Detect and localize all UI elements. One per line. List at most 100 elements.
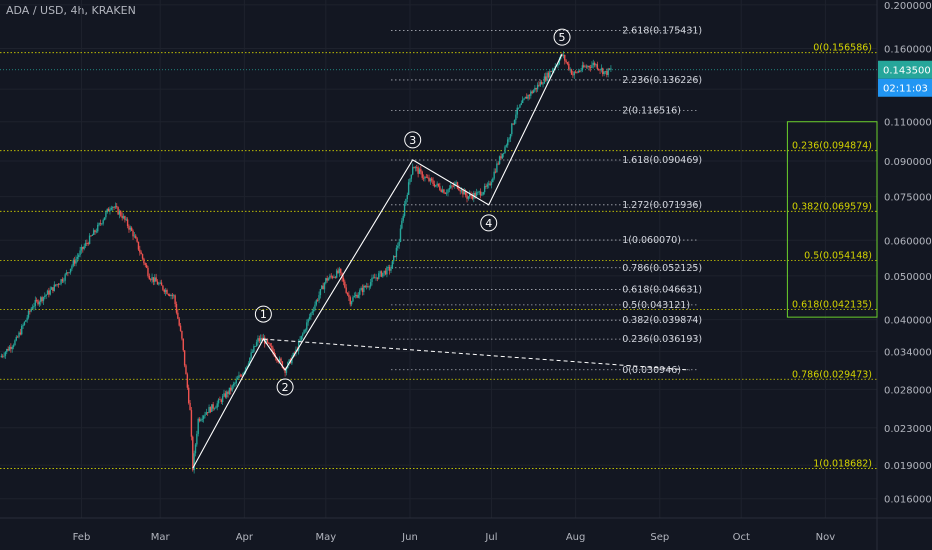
candle-body bbox=[500, 156, 502, 159]
candle-body bbox=[139, 249, 141, 253]
candle-body bbox=[607, 68, 609, 75]
candle-body bbox=[204, 414, 206, 416]
candle-body bbox=[194, 444, 197, 454]
candle-body bbox=[388, 267, 391, 271]
candle-body bbox=[508, 138, 510, 140]
x-tick-label: Mar bbox=[151, 532, 171, 543]
candle-body bbox=[88, 235, 91, 244]
candle-body bbox=[171, 295, 174, 296]
candle-body bbox=[318, 295, 320, 301]
candle-body bbox=[226, 391, 228, 398]
candle-body bbox=[387, 267, 389, 268]
x-tick-label: May bbox=[315, 532, 336, 543]
countdown-label: 02:11:03 bbox=[883, 84, 928, 95]
candle-body bbox=[375, 277, 377, 279]
candle-body bbox=[398, 241, 400, 246]
candle-body bbox=[30, 308, 32, 312]
candle-body bbox=[376, 277, 379, 279]
candle-body bbox=[80, 246, 83, 251]
candle-body bbox=[34, 300, 36, 306]
candle-body bbox=[128, 225, 130, 230]
candle-body bbox=[604, 71, 607, 72]
candle-body bbox=[410, 174, 413, 179]
candle-body bbox=[255, 342, 258, 347]
candle-body bbox=[367, 286, 369, 287]
countdown-tag bbox=[878, 78, 932, 97]
wave-label-circle bbox=[276, 378, 294, 396]
candle-body bbox=[392, 255, 395, 262]
x-tick-label: Apr bbox=[236, 532, 254, 543]
candle-body bbox=[164, 289, 167, 293]
fib-target-box bbox=[786, 121, 878, 318]
candle-body bbox=[584, 66, 586, 68]
fib-extension-label: 0(0.030946) bbox=[622, 365, 681, 376]
candle-body bbox=[531, 91, 533, 93]
candle-body bbox=[496, 163, 498, 173]
candle-body bbox=[140, 252, 142, 255]
candle-body bbox=[285, 368, 288, 373]
candle-body bbox=[459, 190, 461, 192]
candle-body bbox=[297, 341, 300, 351]
wave-label: 1 bbox=[260, 308, 267, 321]
candle-body bbox=[174, 295, 176, 305]
candle-body bbox=[143, 258, 145, 264]
candle-body bbox=[409, 178, 411, 183]
candle-body bbox=[190, 410, 193, 437]
candle-body bbox=[566, 62, 569, 64]
y-tick-label: 0.050000 bbox=[884, 272, 932, 283]
candle-body bbox=[188, 387, 190, 403]
candle-body bbox=[369, 282, 372, 287]
fib-extension-label: 2.618(0.175431) bbox=[622, 25, 702, 36]
candle-body bbox=[125, 219, 127, 221]
candle-body bbox=[57, 284, 60, 285]
candle-body bbox=[251, 351, 254, 353]
candle-body bbox=[84, 242, 87, 247]
candle-body bbox=[570, 69, 573, 75]
candle-body bbox=[227, 391, 229, 394]
fib-retracement-label: 0(0.156586) bbox=[813, 43, 872, 54]
candle-body bbox=[304, 329, 307, 331]
candle-body bbox=[330, 275, 332, 277]
candle-body bbox=[540, 81, 543, 85]
candle-body bbox=[444, 193, 446, 195]
y-tick-label: 0.090000 bbox=[884, 157, 932, 168]
candle-body bbox=[110, 207, 113, 210]
candle-body bbox=[29, 311, 31, 312]
candle-body bbox=[73, 260, 76, 264]
candle-body bbox=[359, 290, 361, 295]
candle-body bbox=[95, 231, 98, 233]
candle-body bbox=[105, 212, 107, 218]
candle-body bbox=[68, 272, 70, 274]
wave-label-circle bbox=[254, 305, 272, 323]
candle-body bbox=[118, 211, 121, 215]
candle-body bbox=[141, 254, 144, 259]
candle-body bbox=[543, 76, 546, 84]
candle-body bbox=[111, 207, 114, 208]
fib-retracement-label: 0.786(0.029473) bbox=[792, 369, 872, 380]
candle-body bbox=[114, 206, 117, 208]
candle-body bbox=[580, 70, 582, 72]
candle-body bbox=[338, 268, 341, 274]
candle-body bbox=[373, 277, 376, 279]
candle-body bbox=[498, 156, 501, 164]
candle-body bbox=[230, 387, 232, 391]
candle-body bbox=[215, 407, 217, 409]
candle-body bbox=[82, 246, 84, 249]
candle-body bbox=[564, 54, 566, 61]
y-tick-label: 0.023000 bbox=[884, 424, 932, 435]
fib-retracement-label: 0.236(0.094874) bbox=[792, 141, 872, 152]
candle-body bbox=[588, 66, 590, 68]
candle-body bbox=[352, 297, 354, 302]
candle-body bbox=[37, 300, 39, 305]
candle-body bbox=[422, 177, 425, 179]
candle-body bbox=[378, 273, 380, 279]
candle-body bbox=[591, 65, 593, 68]
candle-body bbox=[231, 385, 233, 391]
candle-body bbox=[63, 280, 65, 282]
candle-body bbox=[337, 270, 339, 274]
candle-body bbox=[246, 365, 248, 368]
candle-body bbox=[447, 189, 449, 193]
candle-body bbox=[397, 245, 399, 248]
candle-body bbox=[360, 288, 362, 291]
